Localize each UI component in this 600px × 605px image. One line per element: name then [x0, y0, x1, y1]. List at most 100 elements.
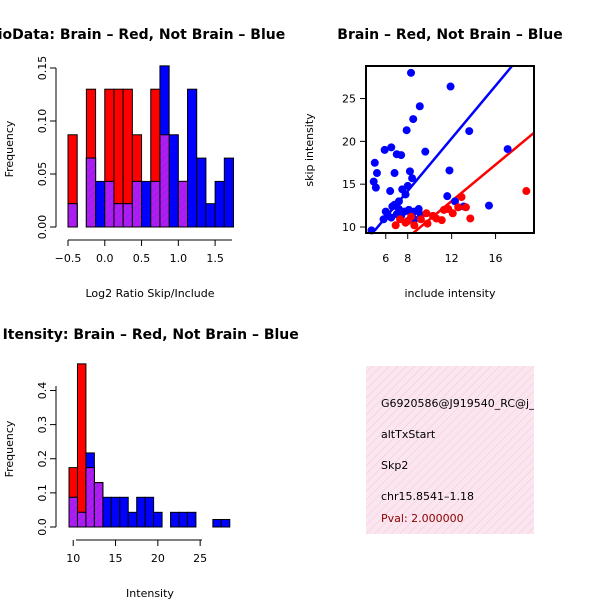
p1-bar-blue — [196, 157, 207, 228]
info-panel: G6920586@J919540_RC@j_at altTxStart Skp2… — [366, 366, 546, 534]
p1-bar-blue — [168, 134, 179, 228]
p1-x-tick-label: 1.0 — [170, 252, 188, 265]
p3-bar-red — [76, 363, 87, 528]
intensity-histogram-panel: Gene Itensity: Brain – Red, Not Brain – … — [0, 327, 299, 600]
p1-y-tick-label: 0.10 — [36, 109, 49, 134]
scatter-point-blue — [443, 192, 452, 201]
p3-y-tick-label: 0.3 — [36, 416, 49, 434]
scatter-point-blue — [415, 102, 424, 111]
scatter-point-blue — [390, 169, 399, 178]
scatter-point-blue — [397, 151, 406, 160]
scatter-point-blue — [388, 202, 397, 211]
ratio-y-ticks: 0.00 0.05 0.10 0.15 — [36, 56, 56, 240]
ratio-x-ticks: −0.5 0.0 0.5 1.0 1.5 — [55, 240, 224, 265]
p1-bar-blue — [223, 157, 235, 228]
ratio-histogram-title: RatioData: Brain – Red, Not Brain – Blue — [0, 27, 285, 43]
p3-bar-blue — [178, 511, 188, 528]
scatter-point-red — [416, 215, 425, 224]
scatter-point-blue — [372, 169, 381, 178]
scatter-y-tick-label: 15 — [342, 178, 356, 191]
scatter-point-red — [410, 221, 419, 230]
scatter-point-blue — [403, 181, 412, 190]
p1-bar-blue — [205, 203, 216, 228]
ratio-histogram-panel: RatioData: Brain – Red, Not Brain – Blue… — [0, 27, 285, 300]
scatter-y-tick-label: 25 — [342, 93, 356, 106]
p3-bar-blue — [144, 496, 155, 528]
scatter-title: Brain – Red, Not Brain – Blue — [337, 27, 562, 43]
info-gene-name: Skp2 — [381, 459, 408, 472]
scatter-y-ticks: 10 15 20 25 — [342, 93, 366, 234]
scatter-point-blue — [401, 190, 410, 199]
scatter-panel: Brain – Red, Not Brain – Blue 6 8 12 16 101… — [303, 27, 563, 300]
scatter-point-red — [457, 193, 466, 202]
p3-y-tick-label: 0.4 — [36, 382, 49, 400]
scatter-point-red — [522, 187, 531, 196]
p3-bar-blue — [119, 496, 129, 528]
scatter-x-tick-label: 6 — [382, 252, 389, 265]
p1-bar-overlap — [67, 203, 78, 228]
p1-x-tick-label: 1.5 — [206, 252, 224, 265]
scatter-point-red — [407, 212, 416, 221]
p1-bar-overlap — [150, 180, 161, 228]
p3-x-tick-label: 25 — [193, 552, 207, 565]
scatter-point-blue — [503, 145, 512, 154]
scatter-point-red — [423, 219, 432, 228]
p3-y-tick-label: 0.2 — [36, 450, 49, 468]
p3-x-tick-label: 20 — [151, 552, 165, 565]
p1-bar-overlap — [113, 203, 124, 228]
scatter-point-blue — [370, 158, 379, 167]
scatter-point-red — [466, 214, 475, 223]
ratio-x-axis-label: Log2 Ratio Skip/Include — [85, 287, 214, 300]
p3-bar-blue — [153, 511, 163, 528]
scatter-point-red — [437, 216, 446, 225]
scatter-points — [367, 68, 531, 235]
intensity-x-axis-label: Intensity — [126, 587, 174, 600]
scatter-x-tick-label: 8 — [404, 252, 411, 265]
intensity-y-ticks: 0.0 0.1 0.2 0.3 0.4 — [36, 382, 56, 536]
info-event-type: altTxStart — [381, 428, 436, 441]
scatter-point-red — [448, 209, 457, 218]
info-location: chr15.8541–1.18 — [381, 490, 474, 503]
scatter-point-red — [461, 203, 470, 212]
scatter-point-blue — [380, 145, 389, 154]
intensity-y-axis-label: Frequency — [3, 420, 16, 477]
info-panel-background — [366, 366, 534, 534]
scatter-point-red — [422, 209, 431, 218]
p3-bar-blue — [220, 518, 231, 528]
p3-bar-blue — [136, 496, 146, 528]
scatter-point-blue — [421, 147, 430, 156]
p3-bar-overlap — [68, 496, 78, 528]
p3-x-tick-label: 10 — [66, 552, 80, 565]
p3-bar-overlap — [85, 467, 95, 528]
scatter-x-axis-label: include intensity — [404, 287, 496, 300]
p1-x-tick-label: 0.0 — [96, 252, 114, 265]
scatter-point-red — [391, 221, 400, 230]
p1-y-tick-label: 0.00 — [36, 215, 49, 240]
scatter-point-blue — [408, 174, 417, 183]
scatter-point-blue — [409, 115, 418, 124]
scatter-plot-box — [365, 65, 535, 234]
p1-bar-overlap — [159, 134, 170, 228]
p1-x-tick-label: 0.5 — [133, 252, 151, 265]
intensity-x-ticks: 10 15 20 25 — [66, 540, 207, 565]
p3-bar-blue — [110, 496, 121, 528]
p3-y-tick-label: 0.0 — [36, 518, 49, 536]
p3-bar-overlap — [93, 482, 104, 528]
scatter-point-blue — [450, 197, 459, 206]
scatter-point-blue — [405, 167, 414, 176]
scatter-y-axis-label: skip intensity — [303, 113, 316, 187]
p1-bar-blue — [187, 88, 198, 228]
intensity-histogram-title: Gene Itensity: Brain – Red, Not Brain – … — [0, 327, 299, 343]
info-gene-id: G6920586@J919540_RC@j_at — [381, 397, 546, 410]
p1-y-tick-label: 0.05 — [36, 162, 49, 187]
p3-x-tick-label: 15 — [109, 552, 123, 565]
intensity-histogram-bars — [68, 363, 231, 528]
scatter-point-red — [454, 203, 463, 212]
p1-bar-overlap — [85, 157, 97, 228]
p3-bar-blue — [102, 496, 112, 528]
scatter-point-blue — [465, 127, 474, 136]
scatter-point-blue — [407, 68, 416, 77]
p1-x-tick-label: −0.5 — [55, 252, 82, 265]
scatter-point-blue — [371, 183, 380, 192]
